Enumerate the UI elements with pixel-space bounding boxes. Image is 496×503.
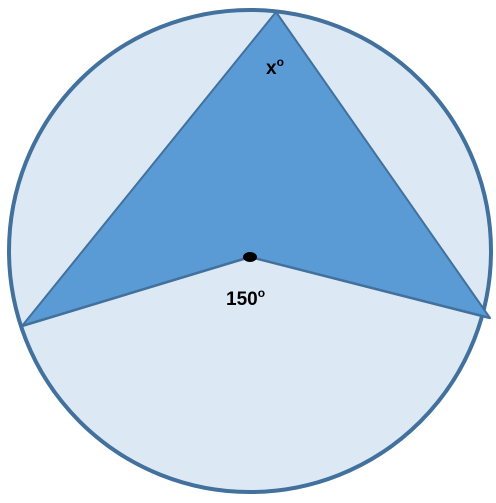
center-point	[243, 252, 257, 262]
apex-angle-value: x	[266, 58, 277, 79]
center-angle-degree: o	[258, 286, 265, 300]
center-angle-label: 150o	[226, 286, 265, 310]
radius-right	[249, 255, 491, 320]
radius-left	[21, 255, 251, 328]
apex-angle-label: xo	[266, 55, 284, 79]
center-angle-value: 150	[226, 289, 258, 310]
apex-angle-degree: o	[277, 55, 284, 69]
